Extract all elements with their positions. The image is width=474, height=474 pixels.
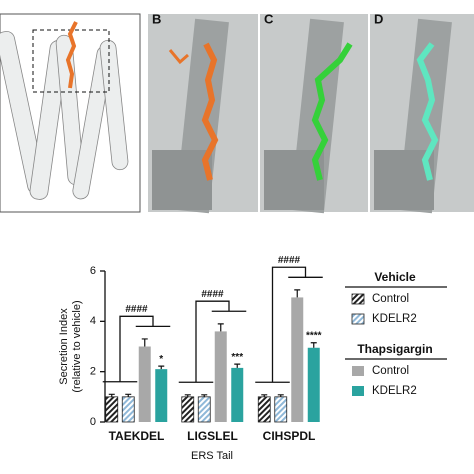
legend-header: Thapsigargin <box>357 342 432 356</box>
y-axis-label: (relative to vehicle) <box>71 300 83 392</box>
error-bar <box>261 394 268 397</box>
legend-label: KDELR2 <box>372 385 417 397</box>
y-tick-label: 6 <box>90 265 96 277</box>
y-axis-label: Secretion Index <box>58 308 70 385</box>
legend-label: Control <box>372 365 409 377</box>
bracket <box>102 315 171 383</box>
legend-label: Control <box>372 293 409 305</box>
legend-header: Vehicle <box>374 270 416 284</box>
panel-c <box>260 14 368 214</box>
bar <box>257 396 271 423</box>
y-tick-label: 2 <box>90 366 96 378</box>
significance-label: #### <box>201 289 224 300</box>
x-tick-label: CIHSPDL <box>263 429 316 443</box>
bar <box>105 396 119 423</box>
bracket <box>255 266 323 383</box>
error-bar <box>184 394 191 397</box>
x-tick-label: LIGSLEL <box>187 429 238 443</box>
bar <box>274 396 288 423</box>
legend-swatch <box>352 386 364 396</box>
bar <box>197 396 211 423</box>
bar <box>121 396 135 423</box>
bar <box>291 297 304 422</box>
error-bar <box>217 323 224 332</box>
significance-label: * <box>159 354 163 365</box>
panel-label: C <box>264 11 274 26</box>
panel-b <box>148 14 258 214</box>
legend-swatch <box>351 313 365 325</box>
error-bar <box>277 394 284 397</box>
x-axis-label: ERS Tail <box>191 450 233 462</box>
error-bar <box>108 393 115 397</box>
panel-a <box>0 13 141 213</box>
legend-label: KDELR2 <box>372 313 417 325</box>
error-bar <box>310 342 317 348</box>
significance-label: #### <box>125 304 148 315</box>
x-tick-label: TAEKDEL <box>109 429 165 443</box>
significance-label: **** <box>306 330 322 341</box>
error-bar <box>234 363 241 368</box>
panel-label: D <box>374 11 383 26</box>
error-bar <box>294 289 301 298</box>
y-tick-label: 0 <box>90 416 96 428</box>
error-bar <box>158 365 165 370</box>
y-tick-label: 4 <box>90 315 96 327</box>
significance-label: #### <box>278 255 301 266</box>
error-bar <box>201 394 208 397</box>
bar <box>181 396 195 423</box>
legend-swatch <box>351 293 365 305</box>
legend-swatch <box>352 366 364 376</box>
error-bar <box>141 338 148 347</box>
panel-d <box>370 14 474 214</box>
bar <box>307 347 320 422</box>
panel-label: B <box>152 11 161 26</box>
bar <box>231 367 244 422</box>
bracket <box>178 300 247 383</box>
error-bar <box>125 393 132 397</box>
significance-label: *** <box>231 352 243 363</box>
bar <box>214 331 227 422</box>
bar <box>138 346 151 422</box>
bar <box>155 369 168 422</box>
